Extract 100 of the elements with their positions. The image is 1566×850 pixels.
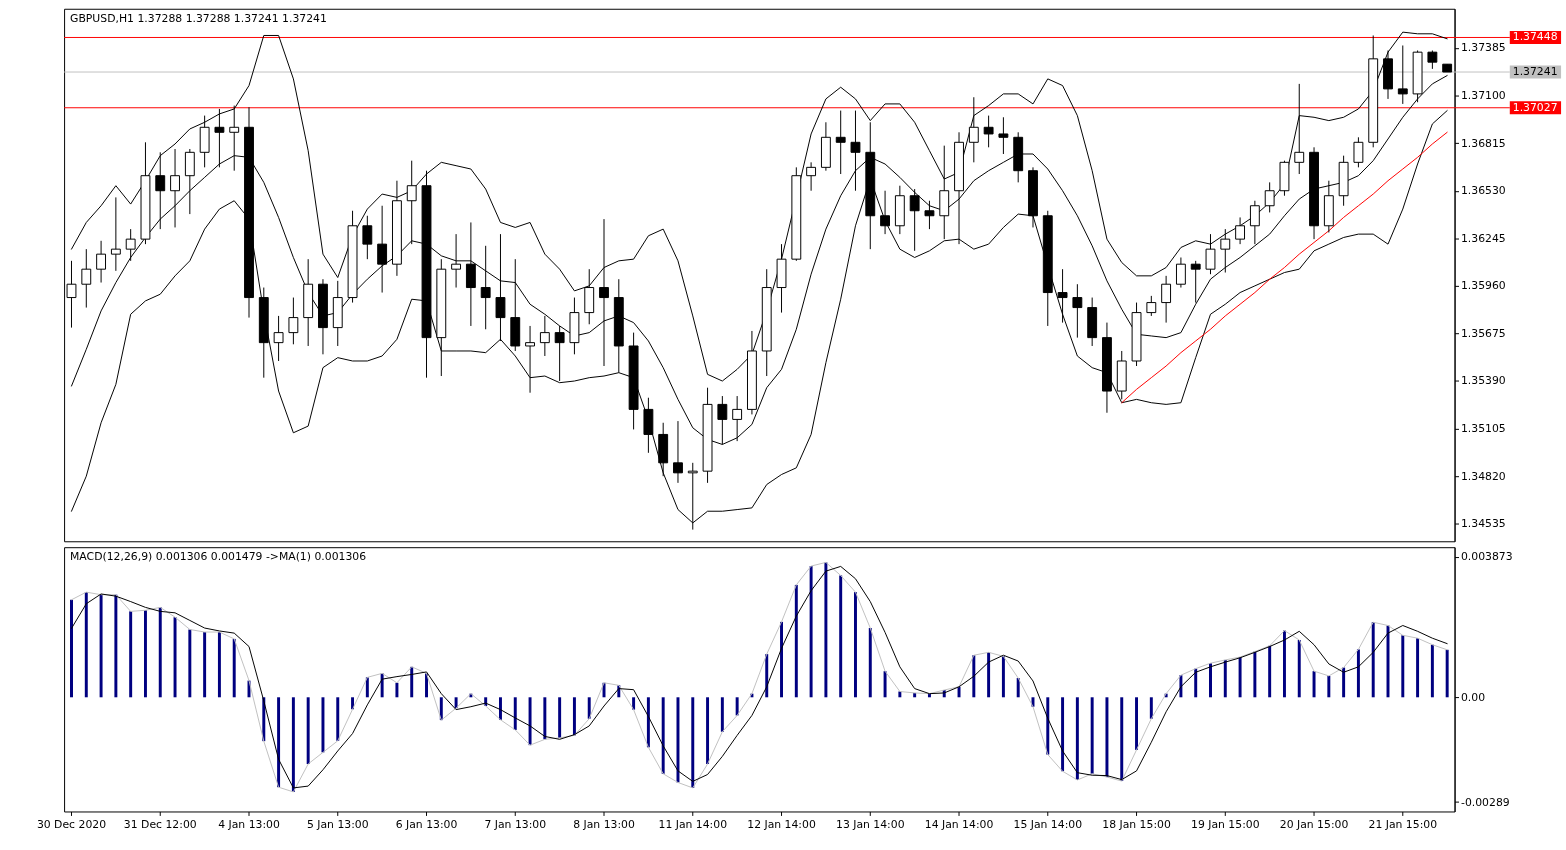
candlestick [155,151,166,230]
candlestick [880,190,890,235]
x-tick-label: 20 Jan 15:00 [1279,817,1349,831]
bar [1075,697,1079,780]
bar [1016,678,1020,698]
bar [70,599,73,698]
bar [854,592,857,698]
y-tick-label: 1.37385 [1460,41,1506,55]
bar [84,592,88,698]
candlestick [539,315,550,357]
bar [543,697,547,740]
y-tick-label: 1.36245 [1460,231,1506,245]
bar [1342,667,1346,698]
x-tick-label: 18 Jan 15:00 [1102,817,1171,831]
bar [883,671,887,698]
candlestick [1175,256,1186,289]
ref-line-label: 1.37027 [1512,100,1558,114]
y-tick-label: 0.003873 [1460,550,1513,564]
candlestick [96,240,107,284]
bar [572,697,576,736]
candlestick [525,325,535,394]
bar [661,697,665,774]
bar [203,632,207,698]
bar [957,686,961,698]
bar [1223,659,1227,698]
y-tick-label: 1.37100 [1460,89,1506,103]
candlestick [1161,275,1172,324]
candlestick [599,218,609,367]
x-tick-label: 15 Jan 14:00 [1013,817,1083,831]
candlestick [1294,83,1305,175]
candlestick [170,148,180,228]
bar [1105,697,1109,778]
bar [558,697,562,738]
candlestick [1146,295,1157,317]
bar [868,628,872,698]
bar [1401,635,1405,698]
candlestick [480,245,491,330]
bar [99,594,103,698]
bar [217,632,221,698]
candlestick [81,248,92,309]
bar [1001,656,1005,698]
candlestick [495,233,506,342]
bar [987,652,991,698]
candlestick [1397,44,1408,105]
y-tick-label: -0.00289 [1460,795,1510,809]
candlestick [451,233,462,289]
candlestick [1264,181,1275,213]
x-tick-label: 13 Jan 14:00 [835,817,905,831]
x-tick-label: 30 Dec 2020 [36,817,107,831]
bar [794,584,798,698]
candlestick [362,215,373,260]
y-tick-label: 1.34820 [1460,469,1506,483]
x-tick-label: 5 Jan 13:00 [306,817,369,831]
candlestick [273,315,284,362]
candlestick [1057,268,1068,324]
bar [306,697,310,764]
x-tick-label: 7 Jan 13:00 [484,817,547,831]
bar [706,697,710,764]
bar [1297,640,1301,698]
candlestick [125,228,136,262]
ref-line-label: 1.37448 [1512,30,1558,44]
line-series [1121,131,1448,404]
x-tick-label: 12 Jan 14:00 [747,817,816,831]
bar [232,638,236,698]
bar [1327,675,1331,698]
bar [336,697,340,741]
bar [528,697,532,746]
bar [143,610,147,698]
candlestick [110,196,121,272]
bar [646,697,650,748]
candlestick [1249,200,1260,245]
bar [1149,697,1153,719]
bar [114,594,118,698]
bar [1194,668,1198,698]
bar [972,655,976,698]
candlestick [377,205,388,294]
bar [158,607,162,698]
bar [410,666,414,698]
candlestick [406,160,417,245]
bar [1430,644,1434,698]
chart-title: GBPUSD,H1 1.37288 1.37288 1.37241 1.37241 [70,11,327,25]
bar [691,697,695,788]
y-tick-label: 0.00 [1460,690,1486,704]
y-tick-label: 1.35390 [1460,374,1506,388]
candlestick [1427,50,1438,70]
candlestick [673,420,683,484]
chart-title: MACD(12,26,9) 0.001306 0.001479 ->MA(1) 0.001306 [70,550,367,564]
bar [1120,697,1124,782]
bar [1416,638,1420,698]
bar [291,697,295,792]
candlestick [229,105,240,172]
bar [1209,663,1212,698]
candlestick [806,161,817,192]
candlestick [1205,233,1216,275]
bar [1061,697,1065,772]
x-tick-label: 11 Jan 14:00 [658,817,728,831]
bar [513,697,517,730]
bar [129,611,133,698]
bar [780,621,783,698]
bar [824,562,828,698]
